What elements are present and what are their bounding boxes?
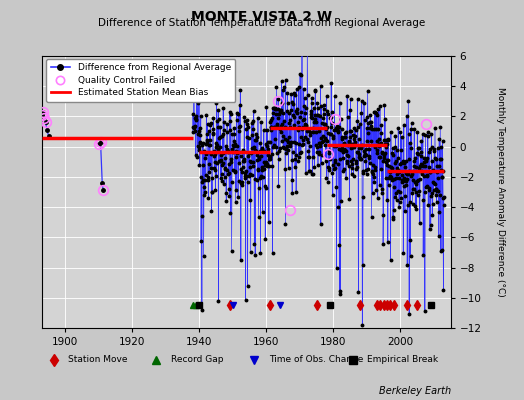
Text: MONTE VISTA 2 W: MONTE VISTA 2 W [191,10,333,24]
Text: Empirical Break: Empirical Break [367,355,438,364]
Text: Record Gap: Record Gap [171,355,223,364]
Text: Berkeley Earth: Berkeley Earth [378,386,451,396]
Legend: Difference from Regional Average, Quality Control Failed, Estimated Station Mean: Difference from Regional Average, Qualit… [46,59,235,102]
Y-axis label: Monthly Temperature Anomaly Difference (°C): Monthly Temperature Anomaly Difference (… [496,87,505,297]
Text: Time of Obs. Change: Time of Obs. Change [269,355,363,364]
Text: Difference of Station Temperature Data from Regional Average: Difference of Station Temperature Data f… [99,18,425,28]
Text: Station Move: Station Move [69,355,128,364]
